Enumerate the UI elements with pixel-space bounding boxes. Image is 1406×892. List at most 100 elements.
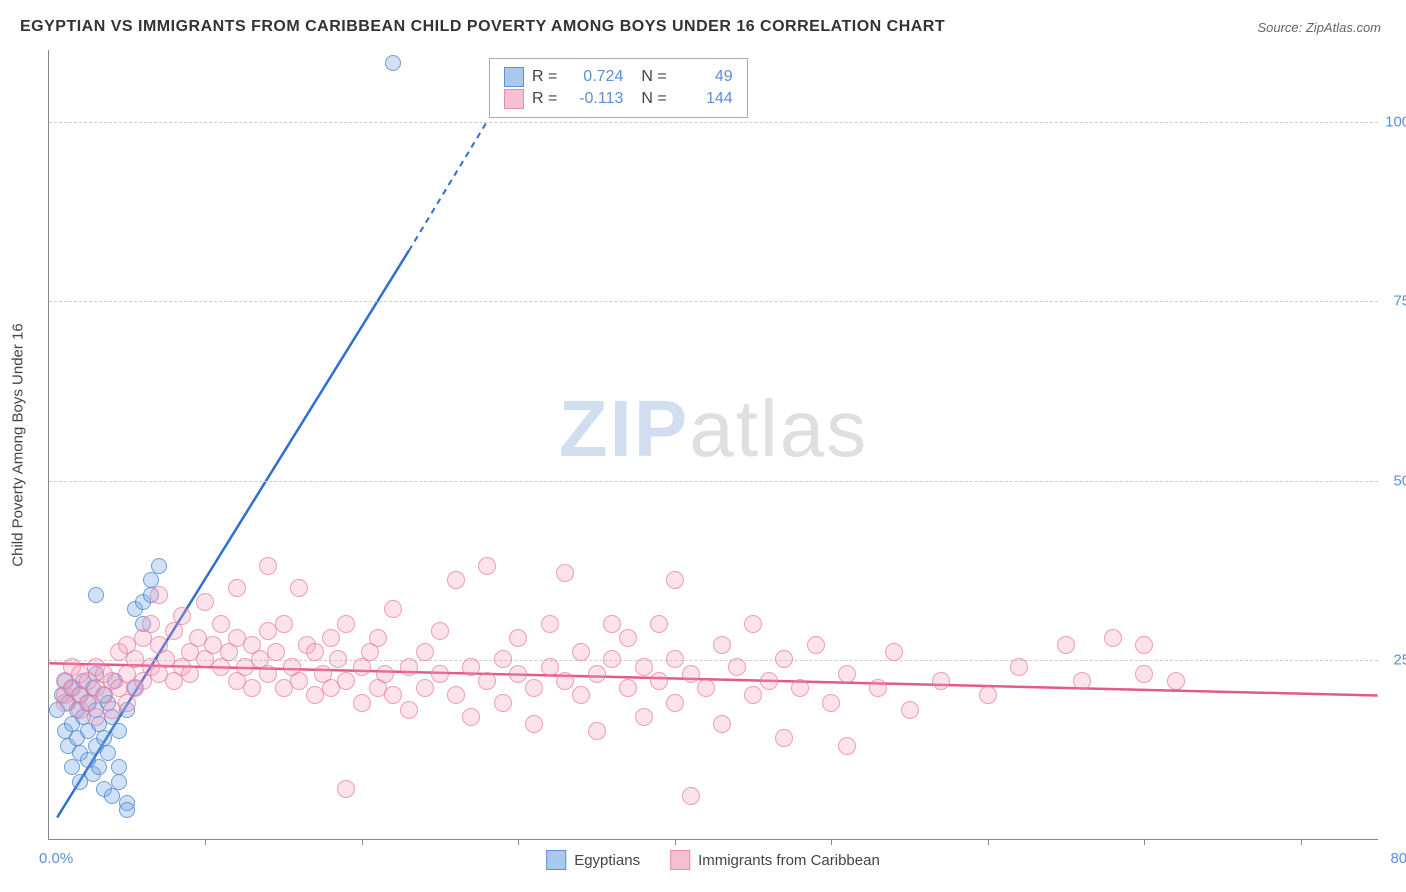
x-tick <box>831 839 832 845</box>
data-point <box>666 650 684 668</box>
data-point <box>666 694 684 712</box>
data-point <box>353 694 371 712</box>
data-point <box>509 629 527 647</box>
y-tick-label: 100.0% <box>1385 113 1406 130</box>
data-point <box>384 600 402 618</box>
n-label: N = <box>641 68 666 86</box>
data-point <box>1073 672 1091 690</box>
data-point <box>494 650 512 668</box>
data-point <box>104 788 120 804</box>
stats-row: R = 0.724 N = 49 <box>504 67 733 87</box>
data-point <box>173 607 191 625</box>
r-label: R = <box>532 90 557 108</box>
y-axis-label: Child Poverty Among Boys Under 16 <box>10 323 27 566</box>
data-point <box>572 643 590 661</box>
gridline <box>49 481 1378 482</box>
data-point <box>556 672 574 690</box>
data-point <box>869 679 887 697</box>
data-point <box>556 564 574 582</box>
plot-region: ZIPatlas R =0.724N =49R =-0.113N =144 0.… <box>48 50 1378 840</box>
legend-swatch <box>670 850 690 870</box>
r-label: R = <box>532 68 557 86</box>
n-value: 144 <box>675 90 733 108</box>
data-point <box>431 622 449 640</box>
data-point <box>619 679 637 697</box>
data-point <box>838 737 856 755</box>
x-tick <box>205 839 206 845</box>
data-point <box>932 672 950 690</box>
data-point <box>462 658 480 676</box>
watermark: ZIPatlas <box>559 383 868 475</box>
data-point <box>181 665 199 683</box>
data-point <box>650 672 668 690</box>
data-point <box>775 729 793 747</box>
legend-swatch <box>546 850 566 870</box>
data-point <box>275 615 293 633</box>
data-point <box>88 587 104 603</box>
data-point <box>901 701 919 719</box>
data-point <box>713 715 731 733</box>
data-point <box>1167 672 1185 690</box>
data-point <box>885 643 903 661</box>
x-tick <box>988 839 989 845</box>
data-point <box>1135 665 1153 683</box>
data-point <box>384 686 402 704</box>
data-point <box>447 686 465 704</box>
data-point <box>111 774 127 790</box>
x-tick <box>518 839 519 845</box>
chart-title: EGYPTIAN VS IMMIGRANTS FROM CARIBBEAN CH… <box>20 18 945 36</box>
correlation-stats-box: R =0.724N =49R =-0.113N =144 <box>489 58 748 118</box>
data-point <box>228 579 246 597</box>
data-point <box>728 658 746 676</box>
n-value: 49 <box>675 68 733 86</box>
data-point <box>478 672 496 690</box>
legend-item: Immigrants from Caribbean <box>670 850 880 870</box>
data-point <box>385 55 401 71</box>
data-point <box>1104 629 1122 647</box>
data-point <box>525 715 543 733</box>
data-point <box>682 787 700 805</box>
data-point <box>142 615 160 633</box>
data-point <box>760 672 778 690</box>
data-point <box>337 615 355 633</box>
data-point <box>400 701 418 719</box>
data-point <box>478 557 496 575</box>
data-point <box>91 759 107 775</box>
data-point <box>259 557 277 575</box>
data-point <box>329 650 347 668</box>
data-point <box>807 636 825 654</box>
data-point <box>1135 636 1153 654</box>
x-tick <box>1144 839 1145 845</box>
legend-label: Immigrants from Caribbean <box>698 852 880 869</box>
data-point <box>713 636 731 654</box>
data-point <box>400 658 418 676</box>
series-swatch <box>504 89 524 109</box>
data-point <box>290 579 308 597</box>
data-point <box>744 615 762 633</box>
data-point <box>603 615 621 633</box>
data-point <box>838 665 856 683</box>
data-point <box>431 665 449 683</box>
data-point <box>619 629 637 647</box>
data-point <box>775 650 793 668</box>
r-value: 0.724 <box>565 68 623 86</box>
legend-item: Egyptians <box>546 850 640 870</box>
data-point <box>635 708 653 726</box>
data-point <box>494 694 512 712</box>
data-point <box>322 629 340 647</box>
y-tick-label: 50.0% <box>1393 472 1406 489</box>
watermark-zip: ZIP <box>559 384 689 473</box>
legend-label: Egyptians <box>574 852 640 869</box>
data-point <box>151 558 167 574</box>
gridline <box>49 301 1378 302</box>
data-point <box>588 665 606 683</box>
data-point <box>337 672 355 690</box>
data-point <box>541 615 559 633</box>
data-point <box>337 780 355 798</box>
data-point <box>1010 658 1028 676</box>
x-tick <box>362 839 363 845</box>
data-point <box>650 615 668 633</box>
data-point <box>376 665 394 683</box>
data-point <box>791 679 809 697</box>
x-axis-max-label: 80.0% <box>1390 850 1406 867</box>
